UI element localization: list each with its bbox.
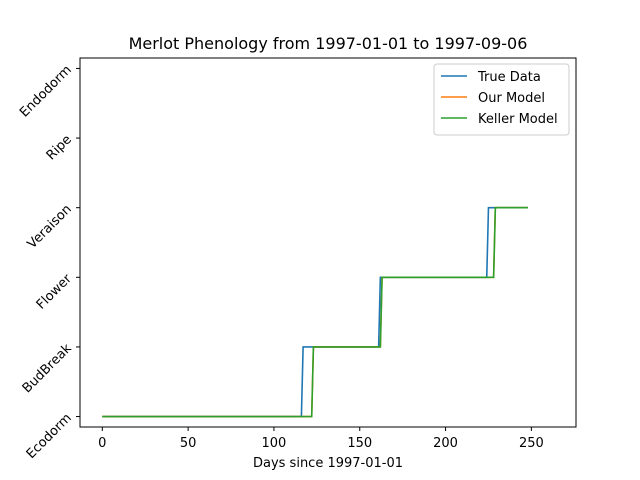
series-line-true-data xyxy=(102,206,528,418)
legend-box xyxy=(433,63,570,136)
x-tick-label-200: 200 xyxy=(433,436,458,451)
chart-title: Merlot Phenology from 1997-01-01 to 1997… xyxy=(129,34,528,53)
x-axis-label: Days since 1997-01-01 xyxy=(253,456,403,471)
x-tick-label-0: 0 xyxy=(98,436,106,451)
x-tick-label-250: 250 xyxy=(519,436,544,451)
series-layer xyxy=(102,206,528,418)
x-tick-label-100: 100 xyxy=(262,436,287,451)
legend-label-keller-model: Keller Model xyxy=(478,112,558,127)
series-line-keller-model xyxy=(102,206,528,418)
legend-label-true-data: True Data xyxy=(477,70,541,85)
x-tick-label-50: 50 xyxy=(180,436,197,451)
plot-frame xyxy=(79,57,577,428)
legend: True Data Our Model Keller Model xyxy=(433,63,570,136)
x-tick-label-150: 150 xyxy=(347,436,372,451)
legend-label-our-model: Our Model xyxy=(478,91,545,106)
x-axis: 0 50 100 150 200 250 xyxy=(98,427,544,451)
